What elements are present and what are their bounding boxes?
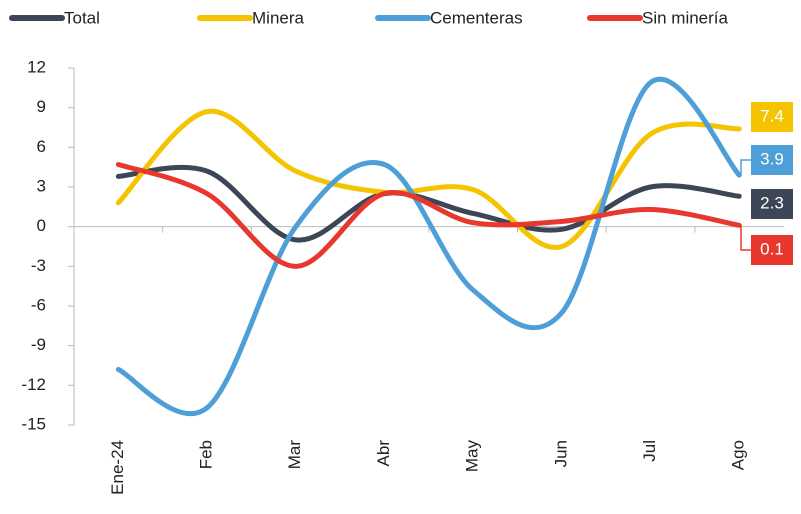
y-tick-label: 9 [37,97,46,116]
value-label-box [751,145,793,175]
y-tick-label: 6 [37,137,46,156]
x-tick-label: May [463,440,482,473]
leader-line [739,224,751,251]
y-tick-label: 12 [27,57,46,76]
y-tick-label: -6 [31,295,46,314]
line-series [115,162,742,269]
value-label: 2.3 [760,193,784,212]
line-series [115,108,742,250]
value-label: 3.9 [760,149,784,168]
legend-label: Total [64,8,100,27]
line-series [115,76,742,417]
y-tick-label: -15 [21,414,46,433]
value-label: 0.1 [760,239,784,258]
leader-line [739,159,751,176]
x-tick-label: Feb [197,440,216,469]
legend-label: Cementeras [430,8,523,27]
y-tick-label: -3 [31,256,46,275]
x-tick-label: Ago [729,440,748,470]
x-tick-label: Jun [551,440,570,467]
value-label-box [751,189,793,219]
x-tick-label: Abr [374,440,393,467]
value-label: 7.4 [760,106,784,125]
y-tick-label: 0 [37,216,46,235]
value-label-box [751,102,793,132]
y-tick-label: -9 [31,335,46,354]
legend-label: Sin minería [642,8,729,27]
y-tick-label: -12 [21,375,46,394]
x-tick-label: Ene-24 [108,440,127,495]
x-tick-label: Jul [640,440,659,462]
x-tick-label: Mar [285,440,304,470]
y-tick-label: 3 [37,176,46,195]
legend-label: Minera [252,8,305,27]
value-label-box [751,235,793,265]
